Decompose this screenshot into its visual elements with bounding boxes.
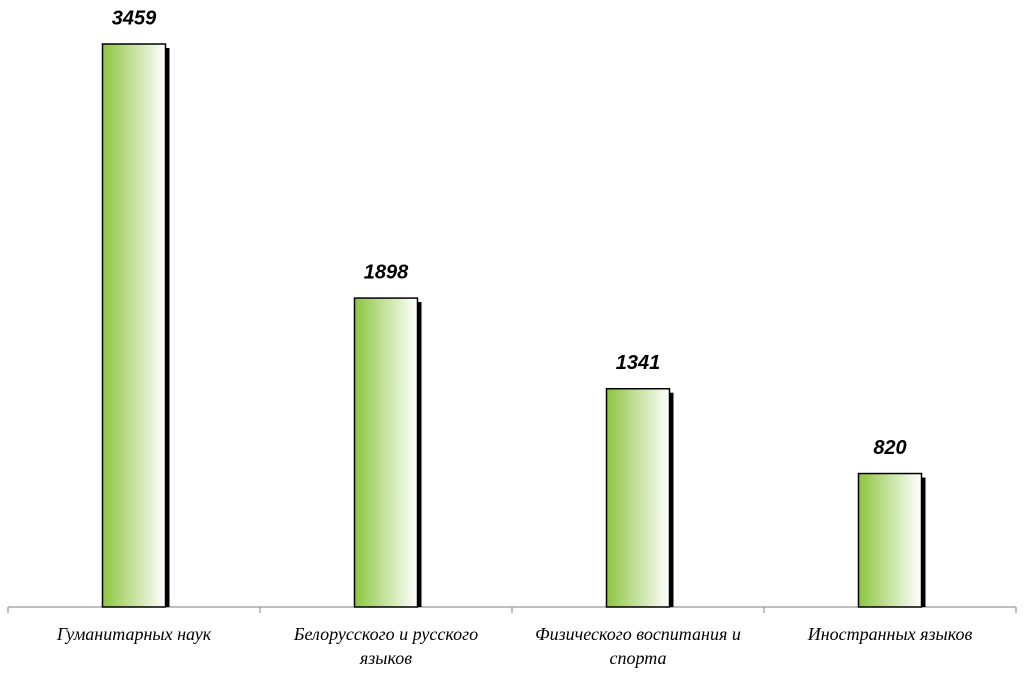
x-tick-label: Иностранных языков: [807, 624, 973, 644]
bar: [101, 43, 167, 608]
bar: [857, 472, 923, 608]
value-label: 1341: [616, 352, 661, 374]
x-tick-label: Гуманитарных наук: [56, 624, 212, 644]
bar: [605, 387, 671, 608]
value-label: 1898: [364, 261, 409, 283]
bar: [353, 297, 419, 608]
x-tick-label: Физического воспитания и спорта: [535, 624, 741, 668]
x-tick-label: Белорусского и русского языков: [293, 624, 479, 668]
value-label: 3459: [112, 7, 157, 29]
value-label: 820: [873, 437, 906, 459]
